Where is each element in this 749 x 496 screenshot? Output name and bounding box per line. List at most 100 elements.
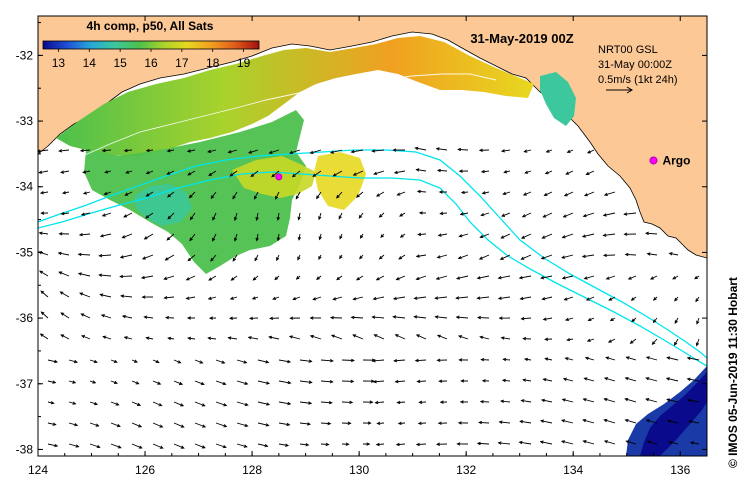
current-vector	[503, 358, 511, 361]
current-vector-head	[287, 401, 292, 406]
current-vector-head	[116, 423, 121, 428]
current-vector	[603, 212, 616, 216]
current-vector	[236, 401, 248, 406]
current-vector-head	[457, 421, 462, 425]
current-vector	[545, 170, 553, 175]
current-vector	[500, 254, 511, 260]
current-vector	[152, 443, 163, 449]
current-vector	[500, 400, 511, 403]
current-vector-head	[603, 418, 608, 423]
current-vector	[313, 296, 322, 300]
current-vector-head	[345, 442, 350, 446]
current-vector	[397, 191, 406, 196]
current-vector-head	[336, 276, 340, 281]
current-vector	[248, 336, 259, 340]
current-vector	[563, 378, 574, 382]
argo-float-marker-2[interactable]	[275, 173, 283, 181]
current-vector	[498, 296, 511, 299]
current-vector	[565, 170, 574, 175]
current-vector-head	[415, 276, 420, 281]
current-vector	[604, 398, 616, 403]
current-vector	[278, 422, 290, 426]
colorbar-ticks: 13 14 15 16 17 18 19	[52, 49, 251, 70]
current-vector-head	[497, 275, 502, 280]
current-vector	[299, 401, 312, 404]
current-vector-head	[603, 377, 609, 381]
current-vector-head	[373, 171, 378, 175]
current-vector-head	[92, 380, 97, 384]
current-vector-head	[208, 316, 213, 320]
current-vector	[604, 377, 616, 382]
current-vector	[236, 443, 247, 448]
current-vector-head	[308, 401, 313, 405]
current-vector-head	[167, 215, 172, 220]
current-vector	[167, 149, 175, 152]
current-vector-head	[563, 297, 568, 301]
current-vector-head	[222, 381, 227, 386]
current-vector-head	[624, 252, 629, 257]
current-vector	[89, 422, 99, 427]
current-vector-head	[523, 149, 528, 153]
current-vector-head	[380, 234, 384, 238]
current-vector	[124, 336, 133, 340]
current-vector-head	[367, 421, 372, 425]
current-vector-head	[498, 420, 503, 424]
current-vector	[208, 170, 217, 176]
current-vector-head	[125, 170, 130, 174]
current-vector-head	[583, 276, 588, 280]
current-vector-head	[123, 336, 128, 340]
current-vector-head	[415, 334, 420, 338]
current-vector	[254, 191, 259, 200]
current-vector-head	[435, 276, 440, 280]
current-vector-head	[73, 359, 78, 364]
current-vector-head	[274, 276, 279, 281]
current-vector-head	[415, 168, 420, 172]
current-vector	[293, 296, 301, 300]
current-vector-head	[392, 148, 397, 152]
current-vector-head	[455, 315, 460, 319]
current-vector	[393, 296, 406, 300]
current-vector-head	[268, 335, 273, 340]
current-vector-head	[645, 419, 650, 423]
current-vector	[187, 149, 196, 152]
current-vector-head	[561, 419, 566, 423]
current-vector	[669, 252, 679, 256]
argo-float-marker[interactable]: Argo	[649, 153, 691, 167]
current-vector-head	[265, 360, 270, 364]
current-vector-head	[561, 398, 566, 402]
current-vector-head	[395, 442, 400, 447]
current-vector	[256, 233, 259, 241]
current-vector-head	[518, 275, 523, 280]
current-vector-head	[397, 421, 402, 426]
current-vector	[333, 296, 343, 300]
current-vector-head	[318, 256, 322, 260]
bathymetry-contours	[38, 73, 707, 367]
current-vector	[47, 359, 58, 363]
current-vector-head	[208, 277, 213, 281]
current-vector	[479, 254, 490, 260]
current-vector-head	[524, 170, 529, 174]
current-vector	[110, 380, 118, 384]
current-vector-head	[327, 421, 332, 426]
current-vector	[373, 170, 385, 175]
current-vector-head	[605, 356, 610, 360]
current-vector-head	[271, 173, 276, 178]
current-vector-head	[375, 442, 380, 447]
current-vector-head	[159, 445, 164, 449]
current-vector	[120, 275, 133, 278]
current-vector-head	[145, 336, 150, 340]
current-vector-head	[625, 440, 630, 444]
current-vector	[229, 170, 238, 177]
current-vector-head	[287, 380, 292, 385]
current-vector	[40, 333, 49, 340]
current-vector	[236, 380, 248, 385]
current-vector	[131, 401, 141, 406]
current-vector	[68, 422, 78, 426]
current-vector	[215, 380, 226, 385]
current-vector-head	[60, 334, 65, 338]
current-vector	[438, 233, 448, 236]
current-vector-head	[199, 360, 204, 364]
current-vector	[110, 422, 121, 427]
current-vector-head	[101, 148, 106, 153]
imos-credit: © IMOS 05-Jun-2019 11:30 Hobart	[726, 277, 740, 468]
